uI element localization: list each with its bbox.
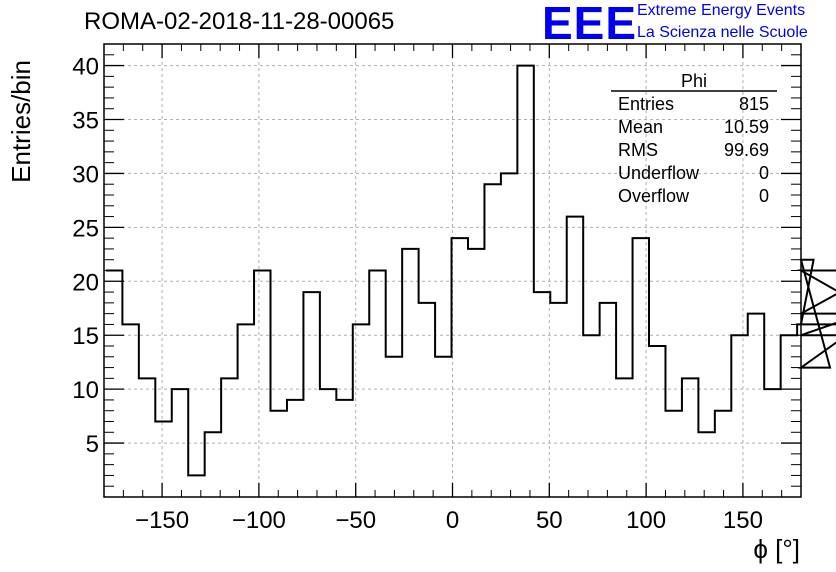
histogram-bin — [188, 475, 204, 497]
histogram-bin — [452, 238, 468, 497]
histogram-bin — [386, 357, 402, 497]
y-tick-label: 30 — [72, 161, 99, 188]
stats-row-label: Underflow — [618, 163, 700, 183]
histogram-bin — [468, 249, 484, 497]
histogram-step-line — [105, 64, 836, 477]
stats-box: Phi Entries 815 Mean 10.59 RMS 99.69 Underflow… — [611, 71, 777, 206]
histogram-bin — [287, 400, 303, 497]
y-tick-label: 20 — [72, 269, 99, 296]
histogram-bin — [402, 249, 418, 497]
histogram-bin — [616, 378, 632, 497]
stats-row-label: Overflow — [618, 186, 690, 206]
histogram-bin — [435, 357, 451, 497]
histogram-bin — [682, 378, 698, 497]
histogram-bin — [715, 411, 731, 497]
histogram-bin — [567, 217, 583, 497]
x-tick-label: 100 — [626, 507, 666, 534]
histogram-bin — [665, 411, 681, 497]
logo-line-2: La Scienza nelle Scuole — [637, 24, 808, 41]
histogram-bin — [106, 271, 122, 498]
histogram-bin — [122, 324, 138, 497]
x-tick-label: 0 — [446, 507, 459, 534]
stats-row-value: 10.59 — [724, 117, 769, 137]
histogram-bin — [534, 292, 550, 497]
histogram-bin — [271, 411, 287, 497]
x-tick-label: −150 — [135, 507, 189, 534]
x-tick-label: −100 — [232, 507, 286, 534]
stats-row-value: 815 — [739, 94, 769, 114]
histogram-bin — [320, 389, 336, 497]
axis-ticks — [104, 44, 801, 497]
histogram-bin — [764, 389, 780, 497]
y-tick-label: 25 — [72, 215, 99, 242]
y-tick-label: 40 — [72, 54, 99, 81]
histogram-bin — [303, 292, 319, 497]
eee-logo-icon: EEE — [542, 0, 638, 49]
x-tick-label: 150 — [723, 507, 763, 534]
histogram-bin — [583, 335, 599, 497]
stats-row-value: 0 — [759, 163, 769, 183]
stats-row-label: RMS — [618, 140, 658, 160]
y-tick-label: 10 — [72, 377, 99, 404]
y-tick-label: 5 — [86, 431, 99, 458]
stats-row-value: 0 — [759, 186, 769, 206]
stats-title: Phi — [681, 71, 707, 91]
histogram-bin — [517, 66, 533, 497]
x-tick-label: −50 — [335, 507, 376, 534]
histogram-bin — [731, 335, 747, 497]
tick-labels: −150 −100 −50 0 50 100 150 5 10 15 20 25 30 35 40 — [72, 54, 763, 534]
histogram-bin — [698, 432, 714, 497]
stats-row-label: Entries — [618, 94, 674, 114]
y-axis-label: Entries/bin — [6, 60, 36, 183]
histogram-bin — [649, 346, 665, 497]
histogram-bin — [172, 389, 188, 497]
histogram-bin — [336, 400, 352, 497]
histogram-bin — [369, 271, 385, 498]
y-tick-label: 15 — [72, 323, 99, 350]
histogram-bin — [748, 314, 764, 497]
stats-row-value: 99.69 — [724, 140, 769, 160]
histogram-bin — [781, 335, 797, 497]
histogram-bin — [550, 303, 566, 497]
histogram-bin — [600, 303, 616, 497]
chart-title: ROMA-02-2018-11-28-00065 — [84, 8, 395, 35]
histogram-bin — [633, 238, 649, 497]
y-tick-label: 35 — [72, 108, 99, 135]
stats-row-label: Mean — [618, 117, 663, 137]
histogram-bin — [254, 271, 270, 498]
histogram-bin — [419, 303, 435, 497]
histogram-bin — [155, 422, 171, 498]
histogram-bin — [501, 173, 517, 497]
histogram-bin — [484, 184, 500, 497]
x-axis-label: ϕ [°] — [753, 534, 800, 564]
logo-line-1: Extreme Energy Events — [637, 2, 806, 19]
histogram-bin — [797, 324, 801, 497]
histogram-bin — [205, 432, 221, 497]
histogram-bin — [221, 378, 237, 497]
histogram-bin — [238, 324, 254, 497]
x-tick-label: 50 — [536, 507, 563, 534]
histogram-bins — [106, 66, 801, 497]
histogram-bin — [353, 324, 369, 497]
histogram-bin — [139, 378, 155, 497]
